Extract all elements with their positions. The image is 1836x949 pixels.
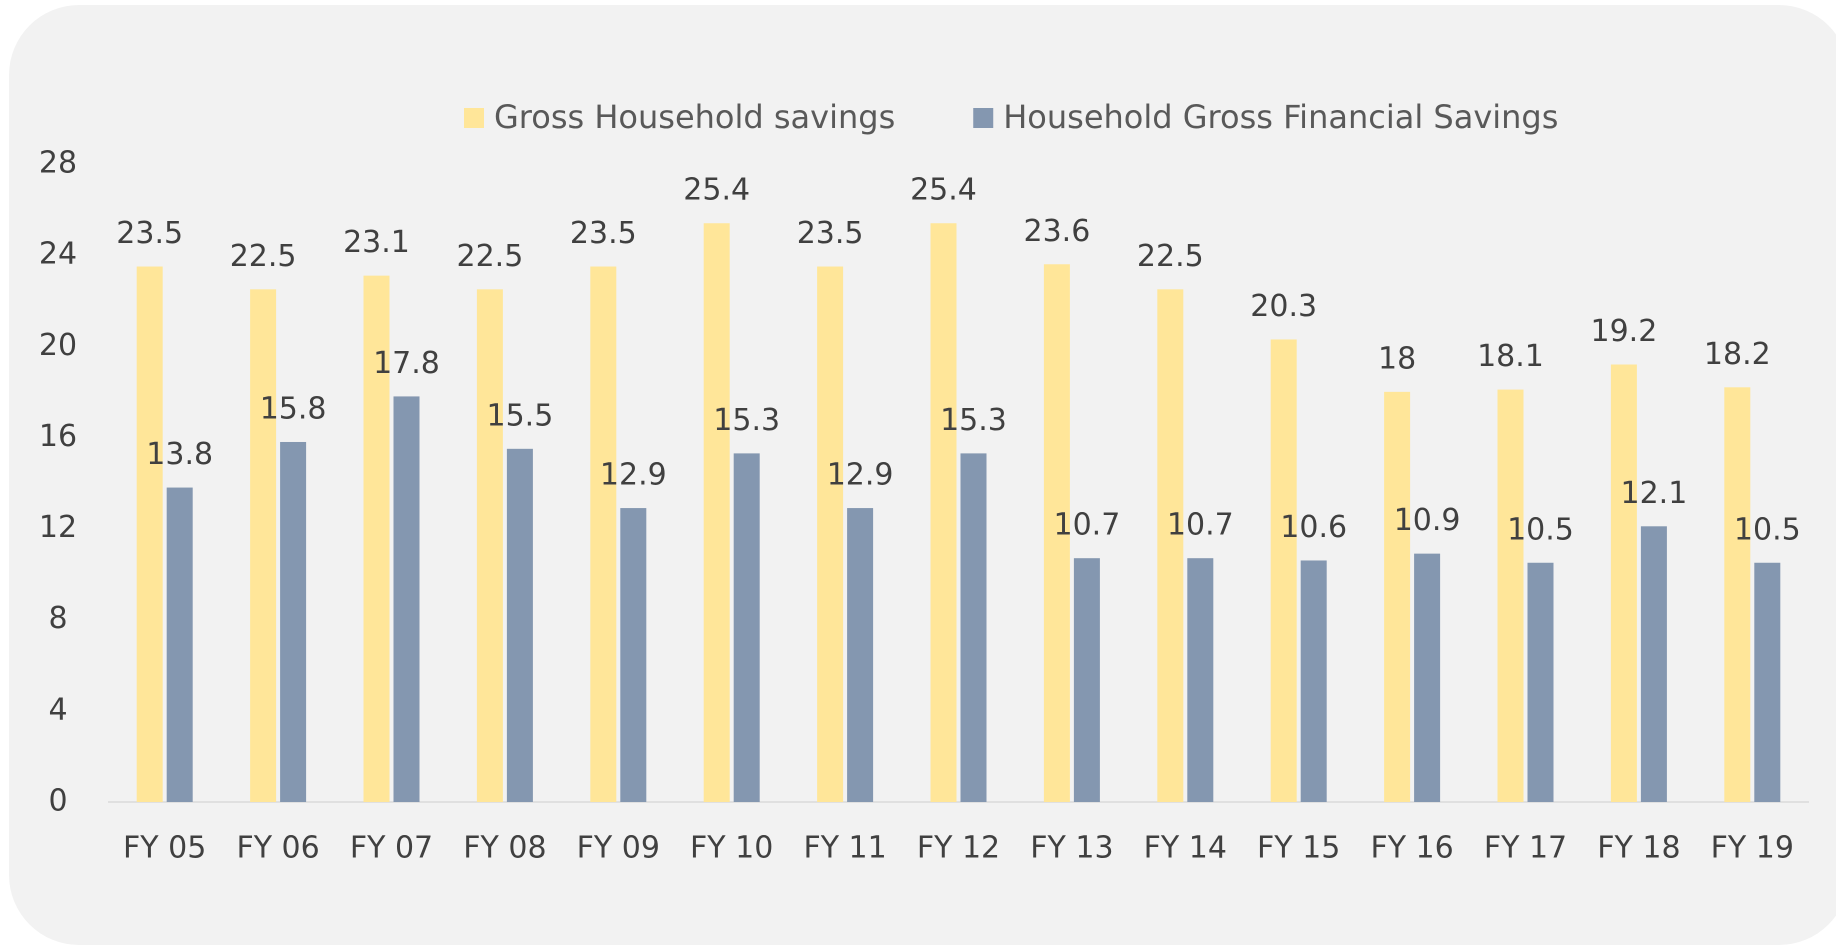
bar: [1300, 560, 1327, 802]
x-tick-label: FY 06: [236, 831, 319, 866]
data-label: 15.3: [713, 403, 780, 438]
y-tick-label: 16: [39, 419, 77, 454]
bar: [250, 289, 277, 803]
x-tick-label: FY 14: [1144, 831, 1227, 866]
bar: [363, 275, 390, 802]
y-tick-label: 20: [39, 328, 77, 363]
bar: [1073, 558, 1100, 802]
data-label: 10.6: [1280, 510, 1347, 545]
bar: [476, 289, 503, 803]
bar: [1610, 364, 1637, 802]
y-tick-label: 0: [48, 784, 67, 819]
data-label: 18: [1378, 341, 1416, 376]
bar: [733, 453, 760, 802]
data-label: 23.5: [570, 216, 637, 251]
data-label: 13.8: [146, 437, 213, 472]
bar: [1384, 391, 1411, 802]
data-label: 10.5: [1734, 512, 1801, 547]
bar: [1270, 339, 1297, 802]
legend-swatch: [464, 108, 484, 128]
legend-swatch: [973, 108, 994, 128]
x-tick-label: FY 05: [123, 831, 206, 866]
data-label: 25.4: [910, 173, 977, 208]
data-label: 10.7: [1054, 508, 1121, 543]
x-tick-label: FY 19: [1711, 831, 1794, 866]
y-tick-label: 4: [48, 692, 67, 727]
data-label: 23.5: [116, 216, 183, 251]
x-tick-label: FY 17: [1484, 831, 1567, 866]
data-label: 12.1: [1621, 476, 1688, 511]
legend-label: Household Gross Financial Savings: [1003, 98, 1558, 136]
bar: [1187, 558, 1214, 802]
bar: [136, 266, 163, 802]
data-label: 10.5: [1507, 512, 1574, 547]
bar: [1527, 562, 1554, 802]
data-label: 15.8: [260, 391, 327, 426]
bar: [817, 266, 844, 802]
y-tick-label: 12: [39, 510, 77, 545]
chart-background: [9, 5, 1836, 945]
bar: [930, 223, 957, 802]
data-label: 17.8: [373, 346, 440, 381]
bar: [620, 508, 647, 802]
x-tick-label: FY 09: [577, 831, 660, 866]
data-label: 10.7: [1167, 508, 1234, 543]
data-label: 23.1: [343, 225, 410, 260]
bar: [1157, 289, 1184, 803]
x-tick-label: FY 07: [350, 831, 433, 866]
data-label: 15.3: [940, 403, 1007, 438]
bar: [847, 508, 874, 802]
data-label: 18.1: [1477, 339, 1544, 374]
data-label: 23.5: [797, 216, 864, 251]
bar: [960, 453, 987, 802]
x-tick-label: FY 10: [690, 831, 773, 866]
data-label: 22.5: [230, 239, 297, 274]
x-tick-label: FY 15: [1257, 831, 1340, 866]
x-tick-label: FY 13: [1030, 831, 1113, 866]
bar: [1640, 526, 1667, 802]
data-label: 19.2: [1591, 314, 1658, 349]
bar: [1497, 389, 1524, 802]
data-label: 18.2: [1704, 337, 1771, 372]
x-tick-label: FY 16: [1370, 831, 1453, 866]
bar: [1724, 387, 1751, 802]
bar: [280, 441, 307, 802]
y-tick-label: 8: [48, 601, 67, 636]
bar: [1414, 553, 1441, 802]
bar: [506, 448, 533, 802]
data-label: 10.9: [1394, 503, 1461, 538]
bar: [590, 266, 617, 802]
bar: [166, 487, 193, 802]
legend-label: Gross Household savings: [494, 98, 895, 136]
data-label: 22.5: [1137, 239, 1204, 274]
x-tick-label: FY 08: [463, 831, 546, 866]
bar: [703, 223, 730, 802]
data-label: 12.9: [827, 458, 894, 493]
bar: [393, 396, 420, 802]
bar: [1754, 562, 1781, 802]
x-tick-label: FY 18: [1597, 831, 1680, 866]
data-label: 22.5: [457, 239, 524, 274]
x-tick-label: FY 12: [917, 831, 1000, 866]
data-label: 23.6: [1024, 214, 1091, 249]
data-label: 25.4: [683, 173, 750, 208]
data-label: 20.3: [1250, 289, 1317, 324]
y-tick-label: 24: [39, 237, 77, 272]
y-tick-label: 28: [39, 146, 77, 181]
x-tick-label: FY 11: [803, 831, 886, 866]
data-label: 15.5: [487, 398, 554, 433]
bar: [1043, 264, 1070, 802]
data-label: 12.9: [600, 458, 667, 493]
